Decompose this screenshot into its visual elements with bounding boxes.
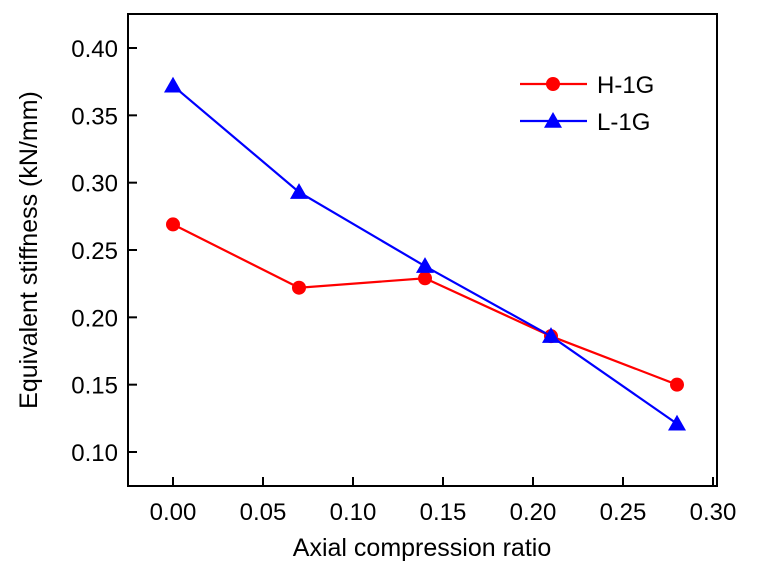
data-point [290,183,308,199]
x-axis-ticks: 0.00 0.05 0.10 0.15 0.20 0.25 0.30 [150,477,737,526]
series-H-1G [166,217,684,392]
x-tick-label: 0.15 [420,499,467,526]
legend: H-1G L-1G [520,72,654,136]
data-point [670,377,684,392]
x-tick-label: 0.05 [240,499,287,526]
y-tick-label: 0.10 [71,440,118,467]
legend-item: H-1G [520,72,654,99]
y-axis-ticks: 0.10 0.15 0.20 0.25 0.30 0.35 0.40 [71,36,137,467]
y-axis-title: Equivalent stiffness (kN/mm) [15,91,43,409]
y-tick-label: 0.20 [71,305,118,332]
series-line [172,84,678,425]
series-line [172,223,678,386]
x-tick-label: 0.25 [600,499,647,526]
data-point [292,280,306,295]
legend-label: L-1G [597,109,650,136]
x-tick-label: 0.00 [150,499,197,526]
x-axis-title: Axial compression ratio [293,534,551,562]
legend-marker [546,77,560,91]
series-layer [164,76,686,431]
legend-item: L-1G [520,109,650,136]
x-tick-label: 0.10 [330,499,377,526]
legend-label: H-1G [597,72,654,99]
legend-marker [544,112,562,128]
data-point [164,76,182,93]
data-point [166,217,180,232]
y-tick-label: 0.15 [71,373,118,400]
x-tick-label: 0.30 [690,499,737,526]
data-point [416,257,434,273]
y-tick-label: 0.40 [71,36,118,63]
y-tick-label: 0.30 [71,171,118,198]
y-tick-label: 0.25 [71,238,118,265]
data-point [418,271,432,286]
data-point [542,327,560,343]
data-point [668,414,686,431]
series-L-1G [164,76,686,431]
x-tick-label: 0.20 [510,499,557,526]
y-tick-label: 0.35 [71,103,118,130]
